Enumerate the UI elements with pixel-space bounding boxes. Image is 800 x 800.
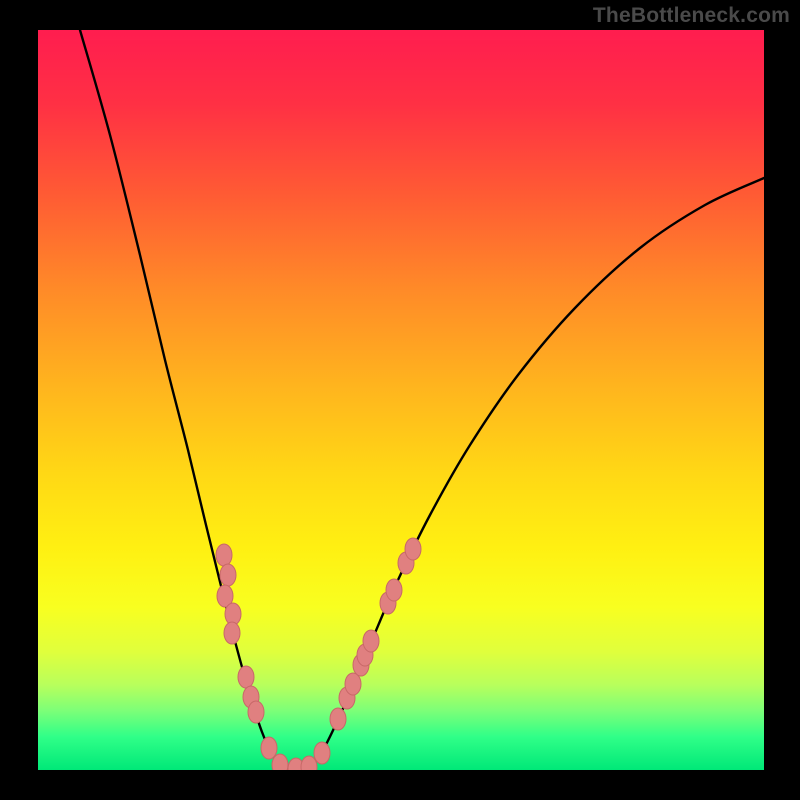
watermark-text: TheBottleneck.com: [593, 4, 790, 28]
data-marker: [405, 538, 421, 560]
data-marker: [248, 701, 264, 723]
data-marker: [314, 742, 330, 764]
data-marker: [216, 544, 232, 566]
data-marker: [238, 666, 254, 688]
data-marker: [386, 579, 402, 601]
plot-background: [38, 30, 764, 770]
chart-frame: TheBottleneck.com: [0, 0, 800, 800]
bottleneck-chart: [0, 0, 800, 800]
data-marker: [224, 622, 240, 644]
data-marker: [330, 708, 346, 730]
data-marker: [345, 673, 361, 695]
data-marker: [363, 630, 379, 652]
data-marker: [261, 737, 277, 759]
data-marker: [220, 564, 236, 586]
